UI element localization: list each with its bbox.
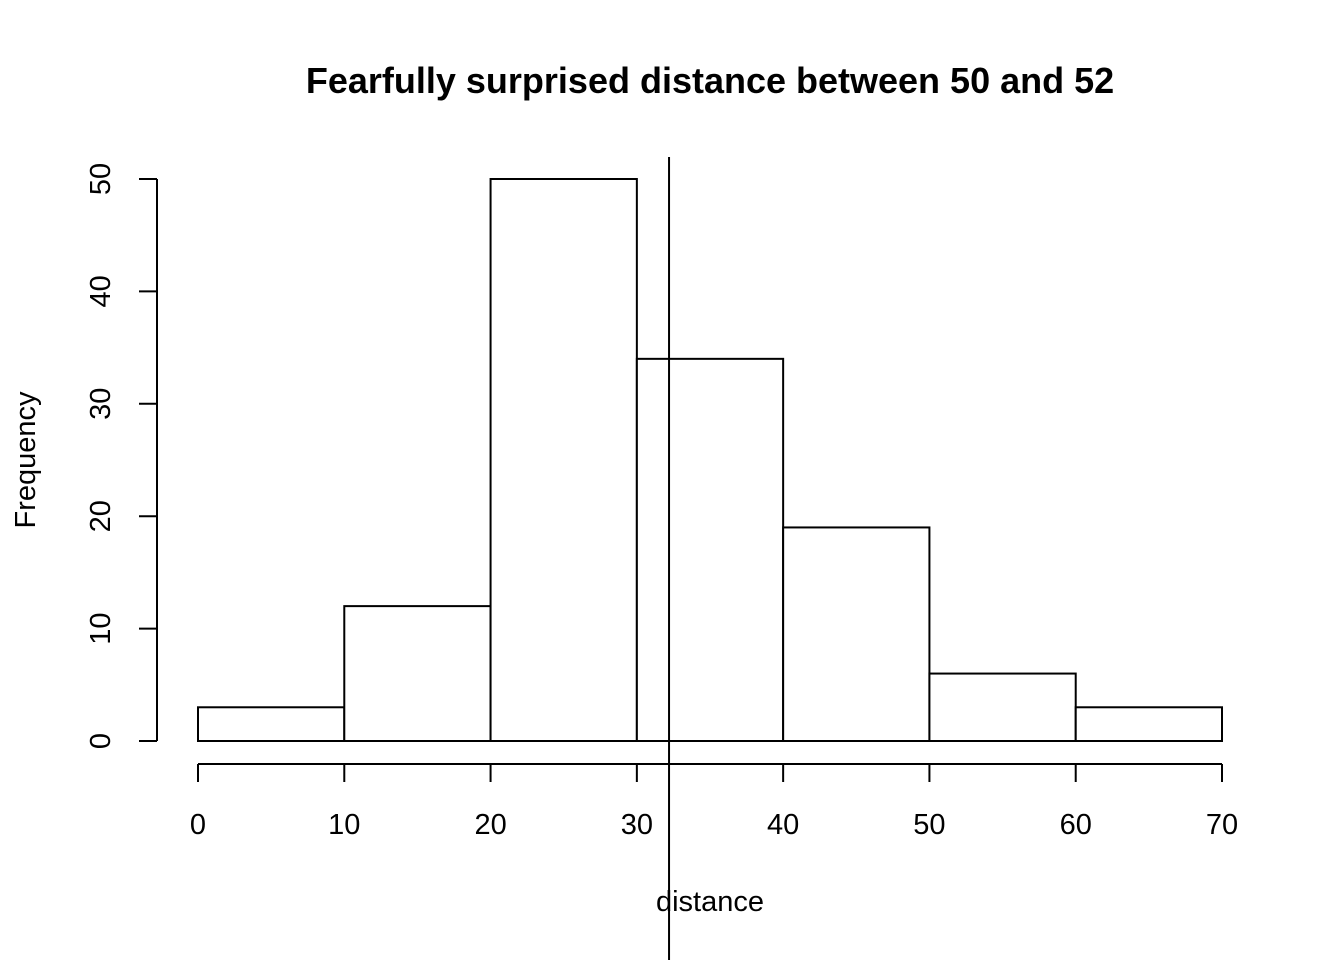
x-tick-label: 10 [328, 809, 360, 841]
x-tick-label: 0 [190, 809, 206, 841]
histogram-bar [343, 605, 492, 742]
x-axis: 0 10 20 30 40 50 60 70 [190, 763, 1238, 841]
x-tick-label: 20 [474, 809, 506, 841]
y-tick-label: 50 [85, 163, 117, 195]
histogram-bar [1074, 706, 1223, 743]
histogram-bar [928, 672, 1077, 742]
y-axis: 0 10 20 30 40 50 [85, 163, 158, 749]
histogram-bar [635, 357, 785, 742]
histogram-bar [782, 526, 931, 742]
y-tick-label: 40 [85, 275, 117, 307]
histogram-bar [489, 178, 638, 742]
x-tick-label: 30 [621, 809, 653, 841]
bars-group [197, 178, 1223, 743]
y-tick-label: 30 [85, 388, 117, 420]
chart-title: Fearfully surprised distance between 50 … [306, 60, 1114, 101]
x-tick-label: 60 [1060, 809, 1092, 841]
y-tick-label: 20 [85, 500, 117, 532]
histogram-bar [197, 706, 346, 743]
x-tick-label: 50 [913, 809, 945, 841]
y-axis-label: Frequency [10, 391, 42, 529]
y-tick-label: 10 [85, 612, 117, 644]
x-tick-label: 40 [767, 809, 799, 841]
x-tick-label: 70 [1206, 809, 1238, 841]
y-tick-label: 0 [85, 733, 117, 749]
x-axis-label: distance [656, 886, 764, 918]
